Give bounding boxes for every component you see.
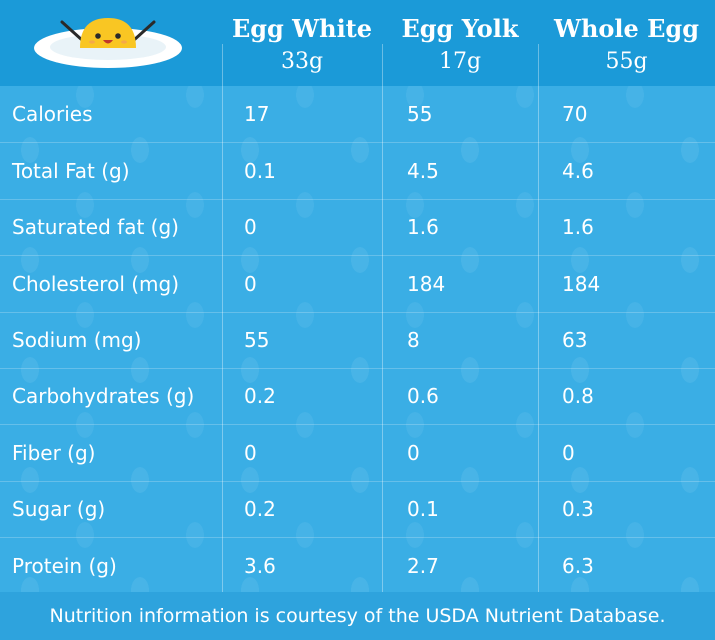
column-weight: 17g [438,49,482,74]
egg-white-value: 0.2 [244,384,276,408]
table-row: Protein (g) 3.6 2.7 6.3 [0,538,715,594]
egg-yolk-value: 4.5 [407,159,439,183]
source-footnote: Nutrition information is courtesy of the… [0,592,715,640]
egg-white-value: 3.6 [244,554,276,578]
table-row: Total Fat (g) 0.1 4.5 4.6 [0,143,715,200]
column-header-whole-egg: Whole Egg 55g [538,0,715,86]
row-label: Total Fat (g) [12,159,130,183]
logo-cell [0,0,222,86]
table-row: Carbohydrates (g) 0.2 0.6 0.8 [0,368,715,425]
whole-egg-value: 6.3 [562,554,594,578]
whole-egg-value: 0.3 [562,497,594,521]
row-label: Protein (g) [12,554,117,578]
column-header-egg-yolk: Egg Yolk 17g [382,0,538,86]
egg-white-value: 0.2 [244,497,276,521]
row-label: Calories [12,102,93,126]
column-divider [382,44,383,592]
whole-egg-value: 1.6 [562,215,594,239]
column-name: Egg White [231,14,373,43]
whole-egg-value: 70 [562,102,588,126]
table-row: Saturated fat (g) 0 1.6 1.6 [0,199,715,256]
egg-yolk-value: 2.7 [407,554,439,578]
whole-egg-value: 0 [562,441,575,465]
table-row: Sugar (g) 0.2 0.1 0.3 [0,481,715,538]
column-header-egg-white: Egg White 33g [222,0,382,86]
row-label: Sodium (mg) [12,328,142,352]
whole-egg-value: 63 [562,328,588,352]
table-row: Cholesterol (mg) 0 184 184 [0,256,715,313]
egg-yolk-value: 0 [407,441,420,465]
row-label: Fiber (g) [12,441,96,465]
column-divider [538,44,539,592]
egg-white-value: 0 [244,215,257,239]
column-divider [222,44,223,592]
row-label: Sugar (g) [12,497,106,521]
row-label: Saturated fat (g) [12,215,179,239]
column-weight: 33g [280,49,324,74]
egg-yolk-value: 0.1 [407,497,439,521]
whole-egg-value: 4.6 [562,159,594,183]
egg-yolk-value: 8 [407,328,420,352]
egg-white-value: 0.1 [244,159,276,183]
egg-white-value: 0 [244,272,257,296]
column-name: Whole Egg [553,14,699,43]
column-weight: 55g [605,49,648,74]
row-label: Carbohydrates (g) [12,384,195,408]
egg-white-value: 17 [244,102,270,126]
egg-yolk-value: 55 [407,102,433,126]
egg-yolk-value: 1.6 [407,215,439,239]
whole-egg-value: 0.8 [562,384,594,408]
egg-white-value: 55 [244,328,270,352]
egg-yolk-value: 0.6 [407,384,439,408]
whole-egg-value: 184 [562,272,601,296]
table-row: Fiber (g) 0 0 0 [0,425,715,482]
smiling-egg-on-plate-icon [34,18,182,68]
table-header: Egg White 33g Egg Yolk 17g Whole Egg 55g [0,0,715,86]
row-label: Cholesterol (mg) [12,272,180,296]
table-row: Calories 17 55 70 [0,86,715,143]
egg-yolk-value: 184 [407,272,446,296]
table-row: Sodium (mg) 55 8 63 [0,312,715,369]
column-name: Egg Yolk [401,14,519,43]
egg-white-value: 0 [244,441,257,465]
